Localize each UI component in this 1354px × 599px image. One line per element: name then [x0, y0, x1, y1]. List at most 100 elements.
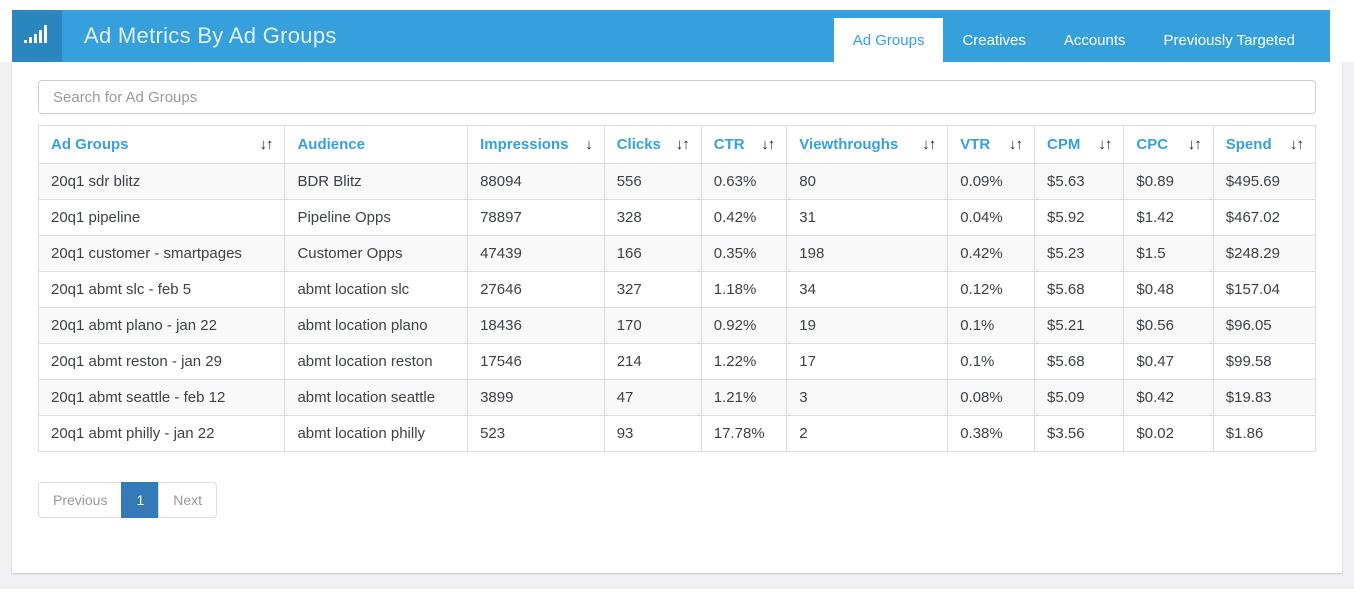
column-header-audience[interactable]: Audience — [284, 125, 469, 164]
search-input[interactable] — [38, 80, 1316, 114]
cell-cpc: $0.02 — [1123, 415, 1214, 452]
cell-audience: Pipeline Opps — [284, 199, 469, 236]
cell-cpm: $5.09 — [1034, 379, 1125, 416]
sort-both-icon: ↓↑ — [1098, 136, 1112, 153]
table-body: 20q1 sdr blitz BDR Blitz 88094 556 0.63% 80 0.… — [37, 163, 1317, 452]
cell-cpm: $5.92 — [1034, 199, 1125, 236]
cell-ad-groups: 20q1 abmt plano - jan 22 — [37, 307, 286, 344]
cell-cpm: $5.68 — [1034, 343, 1125, 380]
cell-ad-groups: 20q1 sdr blitz — [37, 163, 286, 200]
sort-both-icon: ↓↑ — [1290, 136, 1304, 153]
cell-spend: $99.58 — [1212, 343, 1317, 380]
column-label: Audience — [297, 136, 365, 153]
column-header-ctr[interactable]: CTR ↓↑ — [700, 125, 788, 164]
column-header-cpc[interactable]: CPC ↓↑ — [1123, 125, 1214, 164]
next-button[interactable]: Next — [158, 482, 218, 518]
page-button-1[interactable]: 1 — [121, 482, 160, 518]
cell-cpc: $0.42 — [1123, 379, 1214, 416]
cell-clicks: 93 — [603, 415, 702, 452]
cell-impressions: 3899 — [467, 379, 605, 416]
table-row: 20q1 abmt reston - jan 29 abmt location r… — [37, 343, 1317, 380]
sort-both-icon: ↓↑ — [922, 136, 936, 153]
table-row: 20q1 abmt plano - jan 22 abmt location pl… — [37, 307, 1317, 344]
cell-ctr: 1.22% — [700, 343, 788, 380]
cell-impressions: 88094 — [467, 163, 605, 200]
cell-vtr: 0.08% — [947, 379, 1036, 416]
cell-ctr: 0.35% — [700, 235, 788, 272]
cell-ad-groups: 20q1 abmt philly - jan 22 — [37, 415, 286, 452]
cell-spend: $248.29 — [1212, 235, 1317, 272]
cell-cpc: $0.56 — [1123, 307, 1214, 344]
sort-both-icon: ↓↑ — [259, 136, 273, 153]
table-header-row: Ad Groups ↓↑ Audience Impressions ↓ Clicks ↓↑ C… — [37, 125, 1317, 164]
cell-ctr: 0.63% — [700, 163, 788, 200]
cell-ad-groups: 20q1 abmt reston - jan 29 — [37, 343, 286, 380]
cell-spend: $1.86 — [1212, 415, 1317, 452]
column-label: Ad Groups — [51, 136, 129, 153]
previous-button[interactable]: Previous — [38, 482, 123, 518]
cell-vtr: 0.1% — [947, 343, 1036, 380]
table-row: 20q1 customer - smartpages Customer Opps 4… — [37, 235, 1317, 272]
sort-both-icon: ↓↑ — [1187, 136, 1202, 153]
column-header-vtr[interactable]: VTR ↓↑ — [947, 125, 1036, 164]
cell-spend: $19.83 — [1212, 379, 1317, 416]
cell-spend: $96.05 — [1212, 307, 1317, 344]
cell-ctr: 1.18% — [700, 271, 788, 308]
sort-both-icon: ↓↑ — [761, 136, 775, 153]
content-card: Ad Groups↓↑AudienceImpressions↓Clicks↓↑C… — [12, 62, 1342, 573]
cell-impressions: 78897 — [467, 199, 605, 236]
column-label: CTR — [713, 136, 745, 153]
column-label: VTR — [960, 136, 991, 153]
column-label: CPC — [1136, 136, 1169, 153]
cell-spend: $495.69 — [1212, 163, 1317, 200]
column-label: Impressions — [480, 136, 569, 153]
cell-ctr: 17.78% — [700, 415, 788, 452]
cell-viewthroughs: 31 — [786, 199, 949, 236]
tab-accounts[interactable]: Accounts — [1063, 31, 1126, 49]
cell-spend: $157.04 — [1212, 271, 1317, 308]
tab-ad-groups[interactable]: Ad Groups — [833, 18, 944, 62]
column-label: Clicks — [616, 136, 661, 153]
tab-creatives[interactable]: Creatives — [962, 31, 1026, 49]
sort-both-icon: ↓↑ — [675, 136, 690, 153]
table-row: 20q1 abmt philly - jan 22 abmt location p… — [37, 415, 1317, 452]
cell-cpm: $5.21 — [1034, 307, 1125, 344]
cell-viewthroughs: 19 — [786, 307, 949, 344]
table-row: 20q1 sdr blitz BDR Blitz 88094 556 0.63% 80 0.… — [37, 163, 1317, 200]
cell-clicks: 327 — [603, 271, 702, 308]
cell-cpm: $5.68 — [1034, 271, 1125, 308]
column-header-clicks[interactable]: Clicks ↓↑ — [603, 125, 702, 164]
cell-vtr: 0.38% — [947, 415, 1036, 452]
cell-cpc: $1.5 — [1123, 235, 1214, 272]
logo — [12, 10, 62, 62]
column-header-viewthroughs[interactable]: Viewthroughs ↓↑ — [786, 125, 949, 164]
column-label: Spend — [1225, 136, 1272, 153]
cell-clicks: 214 — [603, 343, 702, 380]
cell-viewthroughs: 2 — [786, 415, 949, 452]
column-label: Viewthroughs — [799, 136, 899, 153]
column-header-cpm[interactable]: CPM ↓↑ — [1034, 125, 1125, 164]
page-background: Ad Groups↓↑AudienceImpressions↓Clicks↓↑C… — [0, 62, 1354, 589]
ad-metrics-table: Ad Groups ↓↑ Audience Impressions ↓ Clicks ↓↑ C… — [37, 125, 1317, 452]
sort-desc-icon: ↓ — [585, 136, 592, 153]
pagination: Previous 1 Next — [38, 482, 218, 518]
cell-ad-groups: 20q1 abmt slc - feb 5 — [37, 271, 286, 308]
cell-cpm: $3.56 — [1034, 415, 1125, 452]
cell-cpm: $5.63 — [1034, 163, 1125, 200]
cell-spend: $467.02 — [1212, 199, 1317, 236]
cell-clicks: 47 — [603, 379, 702, 416]
table-row: 20q1 pipeline Pipeline Opps 78897 328 0.42% 3… — [37, 199, 1317, 236]
bar-chart-icon — [23, 22, 51, 51]
cell-viewthroughs: 198 — [786, 235, 949, 272]
cell-viewthroughs: 34 — [786, 271, 949, 308]
cell-cpm: $5.23 — [1034, 235, 1125, 272]
cell-viewthroughs: 3 — [786, 379, 949, 416]
tab-previously-targeted[interactable]: Previously Targeted — [1163, 31, 1295, 49]
column-header-spend[interactable]: Spend ↓↑ — [1212, 125, 1317, 164]
cell-audience: abmt location plano — [284, 307, 469, 344]
navbar: Ad Metrics By Ad Groups Ad Groups Creativ… — [12, 10, 1330, 62]
column-header-impressions[interactable]: Impressions ↓ — [467, 125, 605, 164]
column-header-ad-groups[interactable]: Ad Groups ↓↑ — [37, 125, 286, 164]
sort-both-icon: ↓↑ — [1009, 136, 1023, 153]
cell-cpc: $0.89 — [1123, 163, 1214, 200]
